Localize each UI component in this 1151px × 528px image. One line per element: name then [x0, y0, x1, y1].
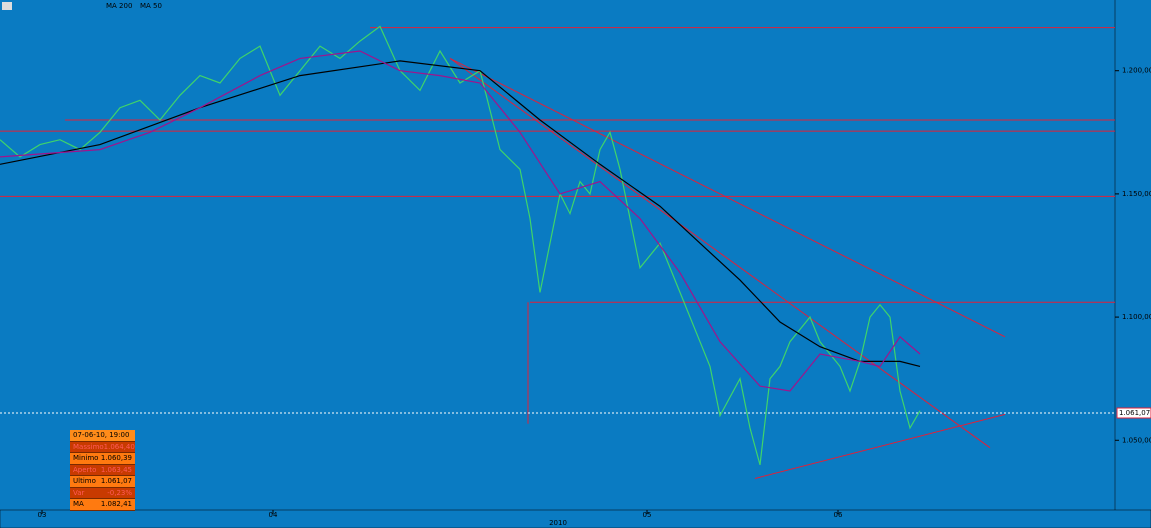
series-line [0, 25, 921, 466]
x-tick-label: 05 [643, 511, 652, 519]
legend-entry: MA 200 [106, 2, 132, 10]
info-text: MA [73, 500, 84, 508]
y-tick-label: 1.200,00 [1122, 67, 1151, 75]
series-line [0, 50, 921, 392]
info-text: Ultimo [73, 477, 96, 485]
trend-line [449, 57, 991, 449]
year-label: 2010 [549, 519, 567, 527]
info-row: Ultimo 1.061,07 [70, 476, 135, 488]
instrument-icon [2, 2, 12, 10]
info-row: Var -0,23% [70, 487, 135, 499]
info-text: Minimo [73, 454, 99, 462]
info-text: 1.061,07 [100, 477, 132, 485]
info-box: 07-06-10, 19:00 Massimo 1.064,40 Minimo 1.06… [70, 430, 135, 511]
x-tick-label: 03 [38, 511, 47, 519]
last-price-box [1116, 407, 1151, 419]
info-text: 1.063,45 [100, 465, 132, 474]
info-text: Var [73, 488, 85, 497]
trend-line [449, 57, 1006, 338]
series-line [0, 60, 921, 367]
info-text: Aperto [73, 465, 97, 474]
y-tick-label: 1.100,00 [1122, 313, 1151, 321]
last-price-label: 1.061,07 [1119, 409, 1150, 417]
info-text: 07-06-10, 19:00 [73, 431, 130, 439]
info-text: -0,23% [107, 488, 132, 497]
info-text: 1.064,40 [103, 442, 135, 451]
info-row: Aperto 1.063,45 [70, 464, 135, 476]
info-row: Massimo 1.064,40 [70, 441, 135, 453]
x-tick-label: 04 [269, 511, 278, 519]
info-text: Massimo [73, 442, 104, 451]
info-row: Minimo 1.060,39 [70, 453, 135, 465]
x-tick-label: 06 [834, 511, 843, 519]
y-tick-label: 1.050,00 [1122, 436, 1151, 444]
y-tick-label: 1.150,00 [1122, 190, 1151, 198]
trend-line [754, 413, 1006, 479]
x-axis-band [0, 509, 1151, 528]
info-row: 07-06-10, 19:00 [70, 430, 135, 442]
info-text: 1.060,39 [100, 454, 132, 462]
legend-entry: MA 50 [140, 2, 162, 10]
info-text: 1.082,41 [100, 500, 132, 508]
info-row: MA 1.082,41 [70, 499, 135, 511]
